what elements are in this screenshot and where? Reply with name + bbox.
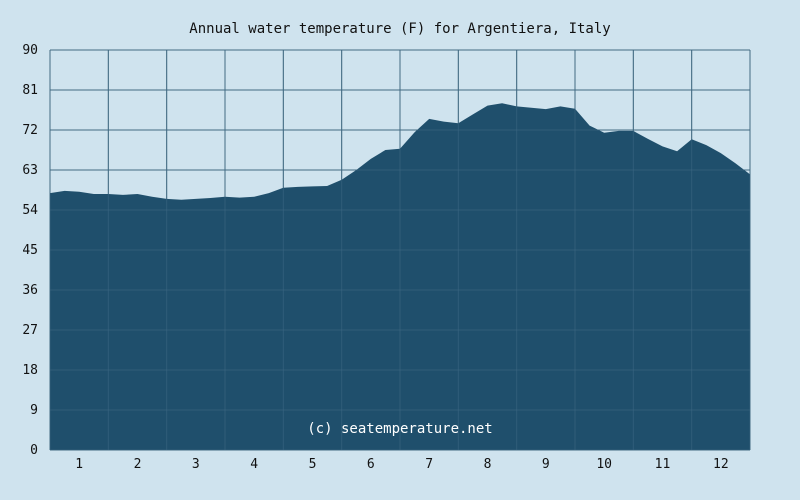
x-tick-label: 12: [713, 457, 729, 472]
x-tick-label: 11: [655, 457, 671, 472]
x-tick-label: 3: [192, 457, 200, 472]
x-tick-label: 6: [367, 457, 375, 472]
x-tick-label: 5: [309, 457, 317, 472]
x-tick-label: 2: [134, 457, 142, 472]
x-tick-label: 10: [596, 457, 612, 472]
y-axis-ticks: 0 9 18 27 36 45 54 63 72 81 90: [22, 43, 38, 458]
x-axis-ticks: 1 2 3 4 5 6 7 8 9 10 11 12: [75, 457, 728, 472]
x-tick-label: 8: [484, 457, 492, 472]
y-tick-label: 9: [30, 403, 38, 418]
y-tick-label: 36: [22, 283, 38, 298]
y-tick-label: 45: [22, 243, 38, 258]
y-tick-label: 90: [22, 43, 38, 58]
y-tick-label: 27: [22, 323, 38, 338]
x-tick-label: 9: [542, 457, 550, 472]
x-tick-label: 4: [250, 457, 258, 472]
y-tick-label: 0: [30, 443, 38, 458]
y-tick-label: 72: [22, 123, 38, 138]
y-tick-label: 18: [22, 363, 38, 378]
y-tick-label: 54: [22, 203, 38, 218]
chart-title: Annual water temperature (F) for Argenti…: [189, 21, 610, 37]
y-tick-label: 81: [22, 83, 38, 98]
y-tick-label: 63: [22, 163, 38, 178]
watermark-text: (c) seatemperature.net: [307, 421, 492, 437]
x-tick-label: 1: [75, 457, 83, 472]
x-tick-label: 7: [425, 457, 433, 472]
gridlines-foreground: [49, 49, 751, 451]
